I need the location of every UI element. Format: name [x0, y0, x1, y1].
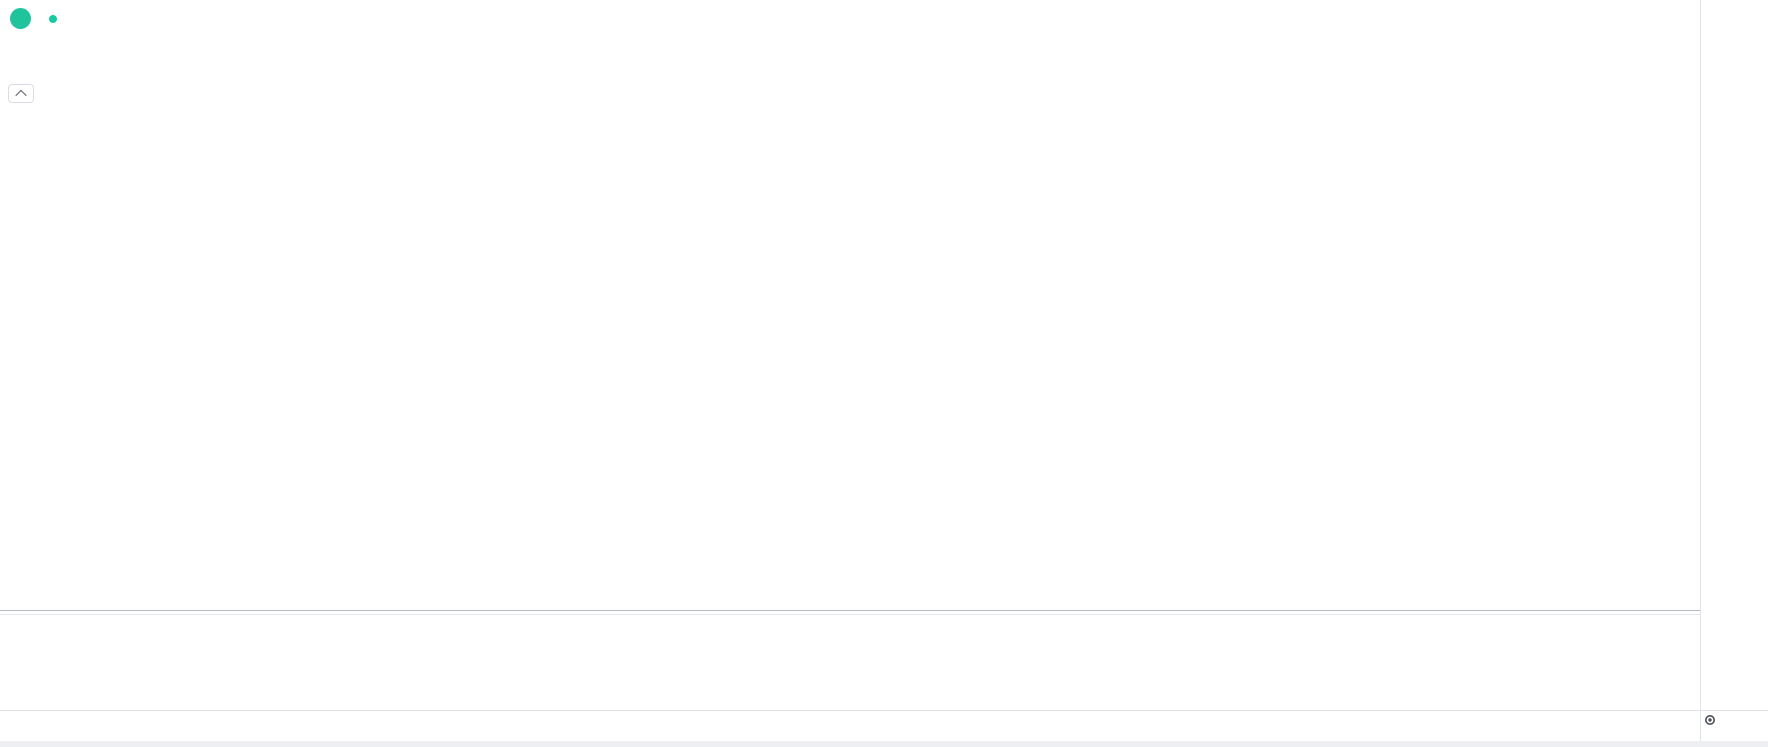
pane-resize-handle[interactable]: [0, 610, 1700, 615]
market-status-dot: [49, 14, 57, 23]
chart-canvas[interactable]: [0, 0, 1700, 741]
time-axis[interactable]: [0, 710, 1700, 742]
price-axis[interactable]: [1700, 0, 1768, 741]
axis-settings-corner: [1700, 710, 1768, 742]
fastbull-logo-icon: [10, 8, 31, 29]
collapse-legend-button[interactable]: [8, 84, 34, 103]
chevron-up-icon: [15, 89, 27, 101]
page-background-strip: [0, 741, 1768, 747]
symbol-header: [10, 8, 131, 29]
